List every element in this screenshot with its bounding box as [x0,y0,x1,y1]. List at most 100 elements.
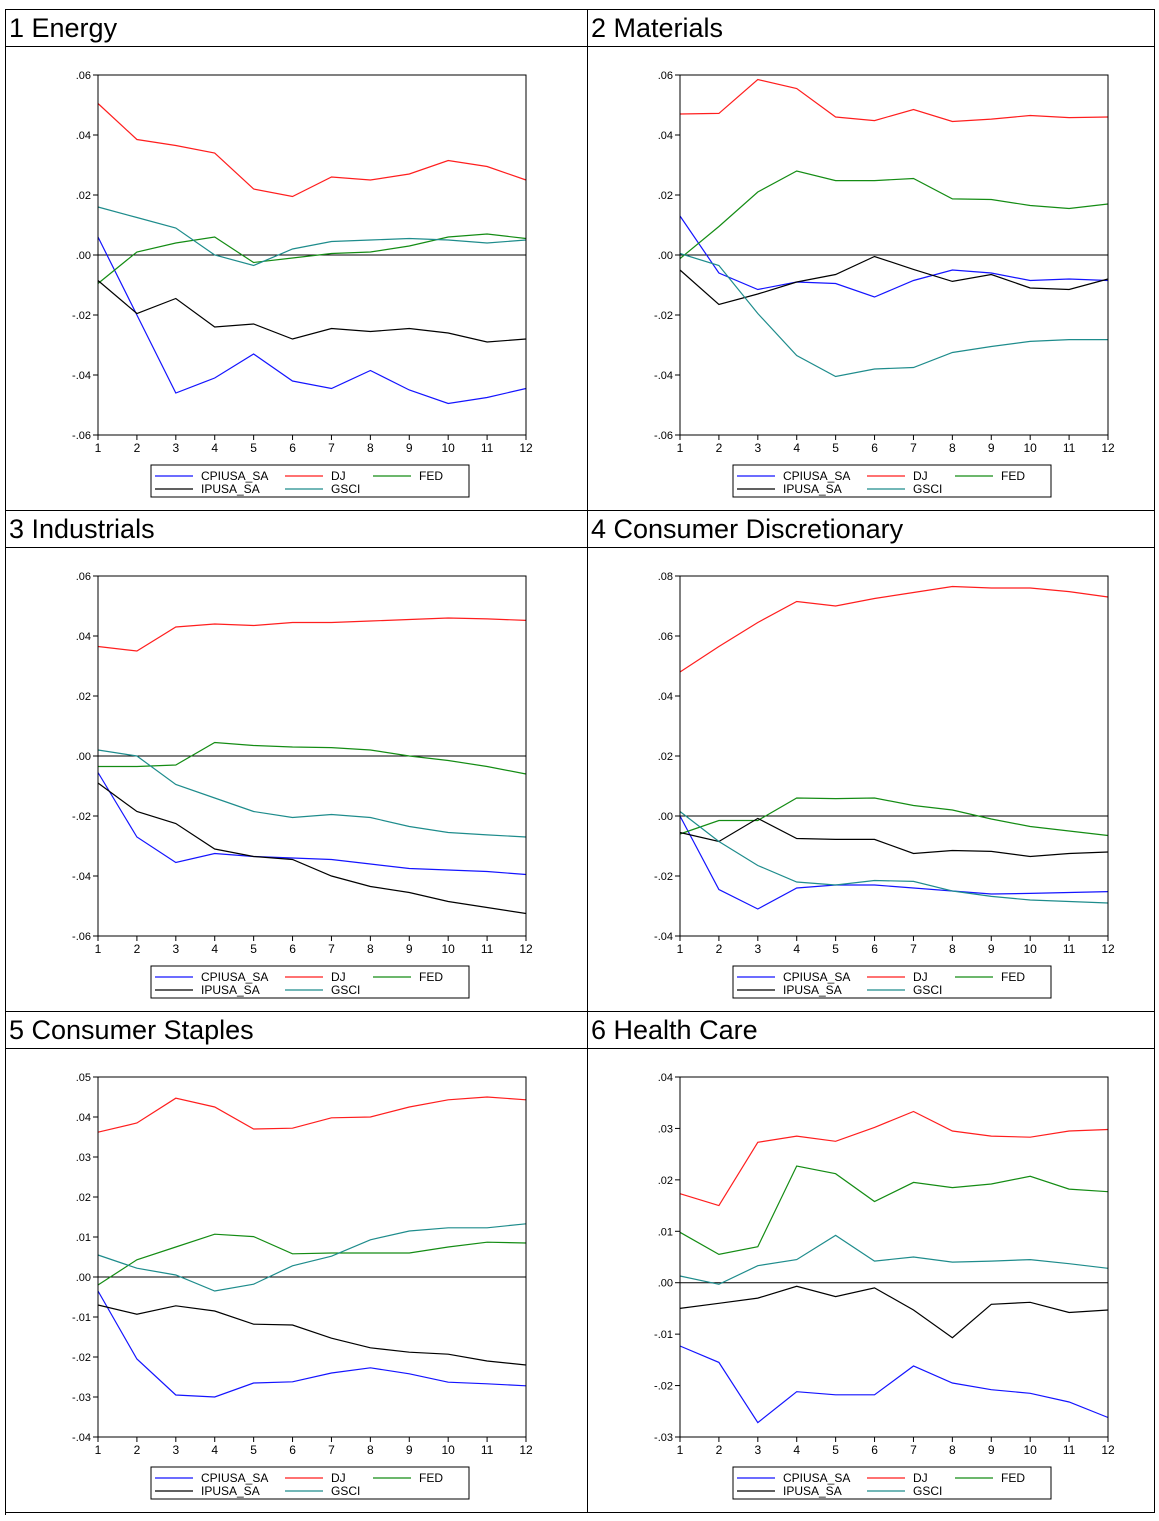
x-tick-label: 12 [519,1443,533,1457]
series-line-dj [679,1110,1109,1207]
panel-title: 6 Health Care [588,1012,1154,1049]
panel-grid: 1 Energy .06.04.02.00 -.02 -.04 -.06 1 2 3 4 5 6 7… [5,9,1155,1515]
x-tick-label: 8 [367,441,374,455]
legend-label-dj: DJ [331,1471,346,1485]
x-tick-label: 5 [832,441,839,455]
x-tick-label: 6 [289,1443,296,1457]
y-tick-label: .02 [658,190,673,202]
x-tick-label: 1 [95,1443,102,1457]
y-tick-label: -.04 [72,1432,91,1444]
legend-label-dj: DJ [913,970,928,984]
panel-materials: 2 Materials .06.04.02.00 -.02 -.04 -.06 1 2 3 4… [588,10,1155,511]
legend-label-gsci: GSCI [913,482,942,496]
x-tick-label: 5 [250,942,257,956]
y-tick-label: .06 [658,631,673,643]
series-line-cpiusa-sa [97,236,527,405]
chart-svg: .06.04.02.00-.02-.04-.061 2 3 4 5 6 7 8 9 10 11 12C… [72,571,533,999]
x-tick-label: 10 [1024,441,1038,455]
y-tick-label: -.02 [654,871,673,883]
x-tick-label: 12 [1101,441,1115,455]
chart-energy: .06.04.02.00 -.02 -.04 -.06 1 2 3 4 5 6 7 8 9 10 11 12 C… [6,47,587,510]
x-tick-label: 5 [250,441,257,455]
x-tick-label: 6 [289,441,296,455]
x-tick-label: 3 [754,942,761,956]
x-tick-label: 1 [677,942,684,956]
x-tick-label: 12 [519,441,533,455]
chart-materials: .06.04.02.00 -.02 -.04 -.06 1 2 3 4 5 6 7 8 9 10 11 12 C… [588,47,1154,510]
series-line-ipusa-sa [679,1285,1109,1339]
series-line-ipusa-sa [97,1304,527,1366]
x-tick-label: 7 [910,441,917,455]
x-tick-label: 10 [1024,942,1038,956]
legend-label-fed: FED [419,970,443,984]
y-tick-label: -.06 [72,430,91,442]
legend-label-cpiusa-sa: CPIUSA_SA [783,1471,850,1485]
y-tick-label: -.04 [654,931,673,943]
y-tick-label: .00 [76,250,91,262]
series-line-ipusa-sa [679,255,1109,306]
y-tick-label: .00 [76,751,91,763]
y-tick-label: .04 [76,631,91,643]
legend-label-cpiusa-sa: CPIUSA_SA [201,469,268,483]
x-tick-label: 3 [754,1443,761,1457]
series-line-gsci [97,206,527,267]
legend-box [732,1466,1052,1500]
legend-label-fed: FED [419,1471,443,1485]
series-line-ipusa-sa [97,782,527,915]
legend-label-ipusa-sa: IPUSA_SA [201,1484,260,1498]
x-tick-label: 9 [406,1443,413,1457]
x-tick-label: 1 [95,441,102,455]
x-tick-label: 8 [367,942,374,956]
legend-label-ipusa-sa: IPUSA_SA [783,983,842,997]
series-line-fed [679,170,1109,260]
y-tick-label: .00 [658,250,673,262]
x-tick-label: 11 [1063,1443,1076,1457]
plot-frame [679,1076,1109,1438]
y-tick-label: .03 [76,1152,91,1164]
series-line-gsci [679,811,1109,904]
x-tick-label: 9 [406,942,413,956]
series-line-fed [97,233,527,284]
legend-box [150,464,470,498]
y-tick-label: -.01 [72,1312,91,1324]
x-tick-label: 2 [134,1443,141,1457]
x-tick-label: 2 [134,942,141,956]
panel-title: 4 Consumer Discretionary [588,511,1154,548]
legend-label-fed: FED [419,469,443,483]
x-tick-label: 11 [481,1443,494,1457]
y-tick-label: -.02 [654,310,673,322]
x-tick-label: 6 [289,942,296,956]
x-tick-label: 4 [793,441,800,455]
x-tick-label: 12 [519,942,533,956]
legend-box [732,464,1052,498]
y-tick-label: .03 [658,1123,673,1135]
series-line-ipusa-sa [679,817,1109,858]
x-tick-label: 10 [442,1443,456,1457]
x-tick-label: 6 [871,441,878,455]
series-line-gsci [97,1223,527,1292]
series-line-dj [679,585,1109,673]
x-tick-label: 7 [328,942,335,956]
y-tick-label: .04 [76,1112,91,1124]
chart-consumer-discretionary: .08.06.04.02.00 -.02 -.04 1 2 3 4 5 6 7 8 9 10 11 12 CP… [588,548,1154,1011]
legend-label-ipusa-sa: IPUSA_SA [783,482,842,496]
y-tick-label: -.04 [654,370,673,382]
x-tick-label: 2 [716,942,723,956]
series-line-fed [679,797,1109,837]
x-tick-label: 3 [172,441,179,455]
y-tick-label: .06 [76,571,91,583]
y-tick-label: .02 [76,190,91,202]
y-tick-label: .06 [658,70,673,82]
chart-svg: .06.04.02.00-.02-.04-.061 2 3 4 5 6 7 8 9 10 11 12C… [72,70,533,498]
legend-label-cpiusa-sa: CPIUSA_SA [201,970,268,984]
x-tick-label: 7 [910,1443,917,1457]
series-line-gsci [97,749,527,838]
legend-label-fed: FED [1001,1471,1025,1485]
x-tick-label: 5 [250,1443,257,1457]
plot-frame [679,575,1109,937]
legend-label-dj: DJ [913,469,928,483]
x-tick-label: 12 [1101,942,1115,956]
y-tick-label: -.02 [72,1352,91,1364]
y-tick-label: .02 [76,691,91,703]
x-tick-label: 12 [1101,1443,1115,1457]
